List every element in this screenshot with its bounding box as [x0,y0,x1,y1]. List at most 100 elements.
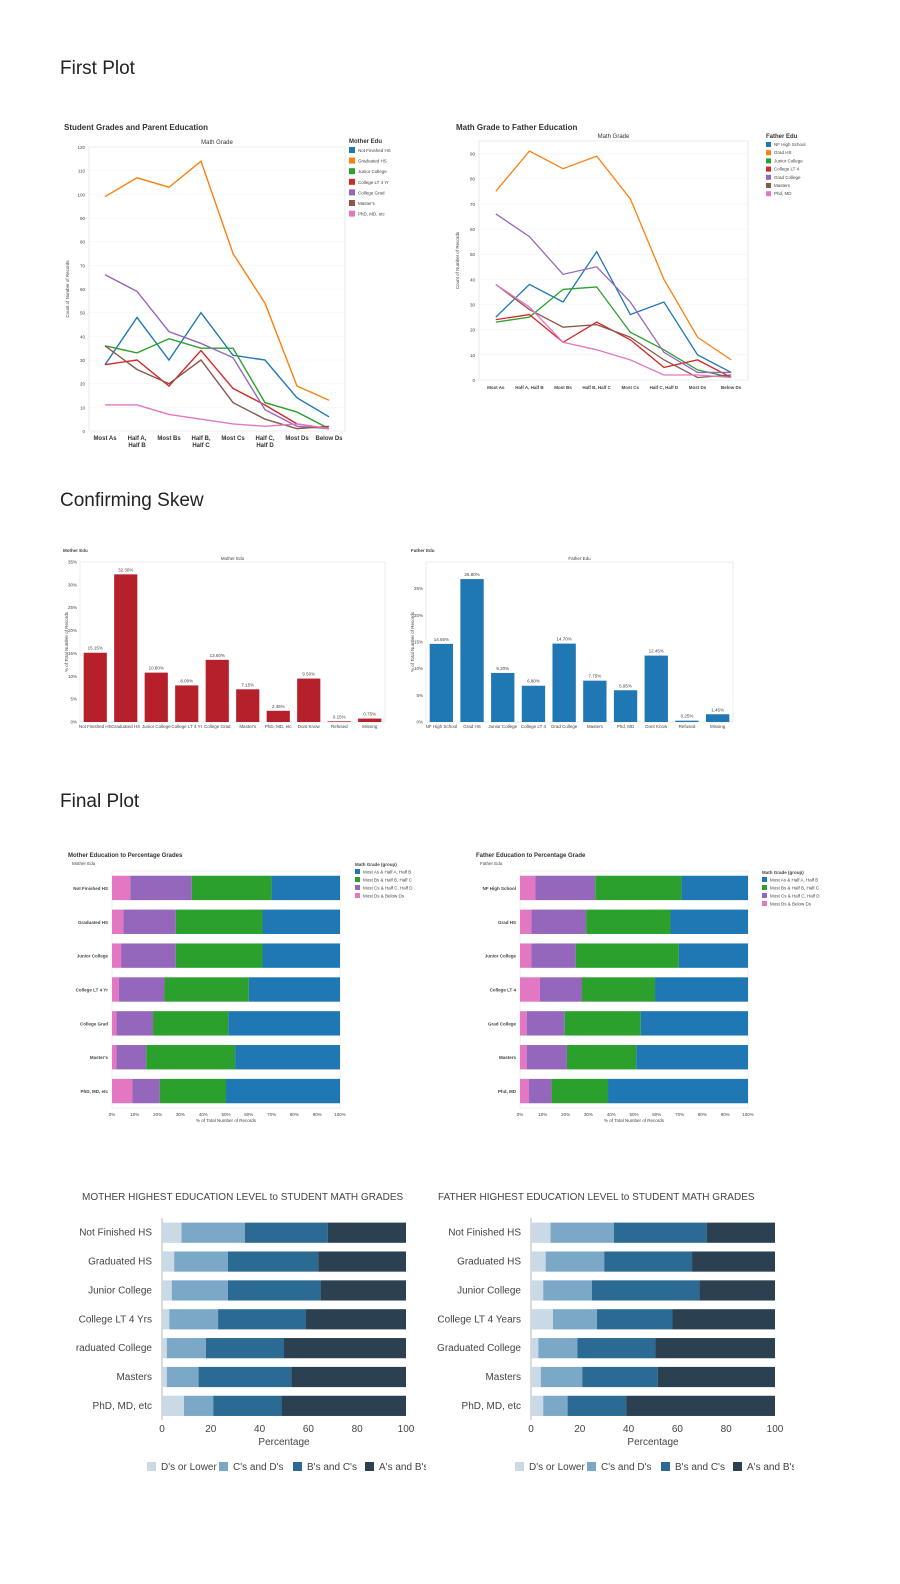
bar-segment-most-ds-below-ds [520,1078,530,1104]
x-tick-label: Half B, [191,436,210,442]
bar-segment-most-bs-half-b-half-c [586,909,671,934]
y-tick-label: 80 [80,240,86,245]
legend-title: Mother Edu [349,139,382,145]
bar-segment-c-s-and-d-s [543,1395,568,1416]
x-tick-label: Master's [239,724,257,729]
category-label: PhD, MD, etc [93,1401,152,1412]
bar-segment-most-cs-half-c-half-d [539,977,582,1002]
bar-segment-b-s-and-c-s [596,1309,673,1330]
section-title-final-plot: Final Plot [60,791,140,812]
bar-college-grad [205,659,229,722]
category-label: Masters [116,1372,152,1383]
bar-segment-d-s-or-lower [531,1222,551,1243]
bar-segment-most-bs-half-b-half-c [175,909,263,934]
mother-line-chart: Student Grades and Parent Education Math … [60,118,420,463]
bar-value-label: 9.50% [302,672,315,677]
x-axis-label: % of Total Number of Records [604,1118,665,1123]
bar-segment-b-s-and-c-s [205,1338,284,1359]
legend-entry: B's and C's [675,1462,725,1473]
series-line-grad-hs [495,150,732,361]
x-tick-label: Most Ds [689,385,707,390]
legend-swatch [766,183,771,188]
father-line-chart: Math Grade to Father Education Math Grade… [452,118,812,403]
bar-value-label: 10.80% [149,666,164,671]
bar-segment-most-as-half-a-half-b [681,875,748,901]
x-tick-label: 80% [290,1112,299,1117]
category-label: PhD, MD, etc [462,1401,521,1412]
x-tick-label: 0 [159,1424,165,1435]
series-line-college-lt-4 [495,313,732,379]
x-tick-label: 10% [130,1112,139,1117]
bar-segment-d-s-or-lower [531,1395,544,1416]
bar-segment-most-cs-half-c-half-d [531,909,587,934]
bar-value-label: 15.15% [88,646,103,651]
bar-segment-most-bs-half-b-half-c [551,1078,609,1104]
x-tick-label: Junior College [142,724,171,729]
bar-segment-most-bs-half-b-half-c [595,875,682,901]
legend-swatch [587,1462,596,1471]
legend-swatch [349,210,355,217]
category-label: Masters [485,1372,521,1383]
bar-segment-most-as-half-a-half-b [262,909,340,934]
chart-subtitle: Father Edu [568,556,591,561]
x-tick-label: Missing [362,724,378,729]
bar-segment-c-s-and-d-s [545,1251,605,1272]
bar-segment-most-bs-half-b-half-c [159,1078,226,1104]
y-axis-label: Count of Number of Records [65,260,70,318]
bar-value-label: 14.70% [557,637,572,642]
bar-segment-most-as-half-a-half-b [248,977,340,1002]
category-label: College LT 4 [490,988,517,993]
y-tick-label: 0 [472,378,475,383]
legend-swatch [766,191,771,197]
x-tick-label: 60 [303,1424,315,1435]
category-label: College LT 4 Years [437,1314,521,1325]
bar-value-label: 13.60% [210,653,225,658]
bar-segment-b-s-and-c-s [577,1338,656,1359]
bar-segment-most-cs-half-c-half-d [531,943,576,968]
legend-swatch [349,168,355,175]
bar-phd-md-etc [266,710,290,722]
legend-entry: A's and B's [379,1462,426,1473]
series-line-not-finished-hs [104,311,330,418]
chart-title: Father Education to Percentage Grade [476,853,586,859]
bar-segment-b-s-and-c-s [198,1366,292,1388]
chart-title: Mother Edu [63,548,88,553]
bar-segment-a-s-and-b-s [692,1251,775,1272]
legend-entry: Phd, MD [774,191,792,196]
legend-swatch [733,1462,742,1471]
x-tick-label: College LT 4 Yr [171,724,202,729]
bar-segment-most-as-half-a-half-b [678,943,748,968]
legend-swatch [766,150,771,156]
bar-value-label: 12.45% [649,649,664,654]
legend-swatch [355,877,360,882]
x-tick-label: 100% [334,1112,346,1117]
chart-subtitle: Mother Edu [72,861,96,866]
bar-value-label: 9.20% [496,666,509,671]
x-tick-label: Below Ds [721,385,742,390]
x-axis-label: Percentage [627,1437,679,1448]
y-tick-label: 90 [80,216,86,221]
x-tick-label: 0% [517,1112,524,1117]
x-tick-label: Grad HS [463,724,481,729]
chart-subtitle: Math Grade [201,140,233,146]
y-tick-label: 80 [470,177,476,182]
legend-entry: Junior College [358,169,387,174]
y-tick-label: 30 [80,358,86,363]
bar-segment-most-ds-below-ds [112,1045,117,1070]
x-tick-label: 20% [153,1112,162,1117]
x-tick-label: Most Ds [285,436,309,442]
chart-subtitle: Father Edu [480,861,503,866]
y-tick-label: 60 [470,227,476,232]
x-tick-label: Dont Know [645,724,668,729]
x-axis-label: Percentage [258,1437,310,1448]
x-tick-label: 40% [607,1112,616,1117]
legend-entry: Most Bs & Half B, Half C [770,886,820,891]
x-tick-label: Most Bs [157,436,181,442]
legend-swatch [365,1462,374,1471]
x-tick-label: Half A, [128,436,147,442]
bar-segment-d-s-or-lower [531,1338,539,1359]
x-tick-label: 40% [199,1112,208,1117]
x-tick-label: NF High School [426,724,458,729]
bar-value-label: 8.00% [180,678,193,683]
y-tick-label: 120 [77,145,85,150]
